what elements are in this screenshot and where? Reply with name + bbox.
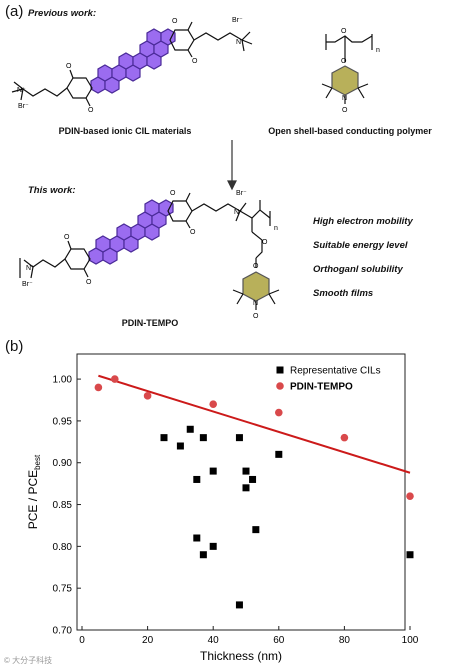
this-work-heading: This work: [28,185,76,196]
x-tick-label: 40 [208,635,220,646]
feature-list: High electron mobility Suitable energy l… [313,216,413,299]
scatter-chart: 0 20 40 60 80 100 0.70 0.75 0.80 0.85 0.90 0.95 1.00… [26,353,419,663]
polymer-o-backbone: O [341,28,347,35]
y-tick-label: 0.70 [53,626,73,637]
x-tick-label: 60 [273,635,285,646]
y-axis-label: PCE / PCEbest [26,454,42,529]
feature-item: Orthoganl solubility [313,264,403,275]
legend-label: PDIN-TEMPO [290,382,353,393]
cil-data-point [249,475,257,483]
polymer-o-radical: O [342,107,348,114]
pdin-cil-o1: O [172,18,178,25]
pdin-cil-n-top: N⁺ [236,39,245,46]
pdin-cil-imide-bottom [66,77,93,99]
polymer-n: N [342,95,347,102]
pdin-tempo-o4: O [64,234,70,241]
x-tick-label: 20 [142,635,154,646]
pdin-cil-structure: O O O O N⁺ Br⁻ N⁺ Br⁻ [11,17,253,114]
feature-item: High electron mobility [313,216,413,227]
cil-data-point [252,526,260,534]
pdin-cil-o2: O [192,58,198,65]
pdin-cil-n-bottom: N⁺ [17,87,26,94]
pdin-cil-chain-bottom [22,87,68,97]
y-tick-label: 0.85 [53,500,73,511]
cil-data-point [235,601,243,609]
pdin-tempo-n-right: N⁺ [234,209,243,216]
pdin-cil-br-top: Br⁻ [232,17,243,24]
pdin-tempo-n-nitroxide: N [253,300,258,307]
legend-marker-square [276,366,284,374]
cil-data-point [209,542,217,550]
cil-data-point [186,425,194,433]
legend-marker-circle [276,382,284,390]
panel-a-label: (a) [5,3,24,20]
polymer-n-subscript: n [376,47,380,54]
pdin-tempo-data-point [111,375,119,383]
pdin-tempo-perylene-core [88,199,174,265]
watermark: © 大分子科技 [4,656,53,665]
fit-line [98,374,411,474]
pdin-cil-br-bottom: Br⁻ [18,103,29,110]
pdin-tempo-structure: O O O O N⁺ Br⁻ N⁺ Br⁻ O O N O n [19,190,280,320]
x-tick-label: 0 [79,635,85,646]
pdin-cil-o3: O [88,107,94,114]
pdin-tempo-n-left: N⁺ [26,265,35,272]
pdin-tempo-n-subscript: n [274,225,278,232]
y-tick-label: 1.00 [53,375,73,386]
pdin-tempo-br-right: Br⁻ [236,190,247,197]
reaction-arrow [227,140,237,191]
polymer-structure [321,34,373,104]
pdin-tempo-tempo-ring [242,271,270,302]
pdin-tempo-br-left: Br⁻ [22,281,33,288]
pdin-tempo-o-ester: O [262,239,268,246]
panel-b-label: (b) [5,338,24,355]
pdin-tempo-data-point [94,383,103,392]
cil-data-point [275,450,283,458]
pdin-cil-perylene-core [90,28,176,94]
pdin-tempo-caption: PDIN-TEMPO [121,318,179,328]
x-tick-label: 100 [402,635,419,646]
polymer-caption: Open shell-based conducting polymer [268,126,432,136]
y-tick-label: 0.90 [53,458,73,469]
pdin-tempo-o3: O [86,279,92,286]
chart-legend: Representative CILs PDIN-TEMPO [276,366,381,393]
pdin-tempo-data-point [340,433,349,442]
plot-frame [76,353,406,631]
cil-data-point [193,475,201,483]
pdin-tempo-o-ether: O [253,263,259,270]
y-tick-label: 0.95 [53,416,73,427]
polymer-tempo-ring [331,65,359,96]
pdin-tempo-o2: O [190,229,196,236]
cil-data-point [209,467,217,475]
polymer-o-ether: O [341,58,347,65]
previous-work-heading: Previous work: [28,8,97,19]
feature-item: Smooth films [313,288,374,299]
pdin-tempo-o-radical: O [253,313,259,320]
pdin-tempo-data-point [209,400,217,408]
cil-data-point [242,467,250,475]
pdin-tempo-o1: O [170,190,176,197]
cil-data-point [199,434,207,442]
pdin-tempo-data-point [143,392,152,400]
pdin-cil-o4: O [66,63,72,70]
scheme-svg: O O O O N⁺ Br⁻ N⁺ Br⁻ O O N O n [11,17,380,320]
cil-data-point [199,551,207,559]
pdin-cil-caption: PDIN-based ionic CIL materials [58,126,192,136]
cil-data-point [235,434,243,442]
x-tick-label: 80 [339,635,351,646]
cil-data-point [242,484,250,492]
x-axis-label: Thickness (nm) [200,649,282,663]
feature-item: Suitable energy level [313,240,408,251]
y-tick-label: 0.80 [53,542,73,553]
cil-data-point [176,442,184,450]
cil-data-point [160,434,168,442]
legend-label: Representative CILs [290,366,381,377]
cil-data-point [193,534,201,542]
cil-data-point [406,551,414,559]
y-tick-label: 0.75 [53,584,73,595]
pdin-tempo-data-point [275,408,283,417]
pdin-cil-chain-top [193,32,243,41]
pdin-tempo-data-point [406,492,414,500]
